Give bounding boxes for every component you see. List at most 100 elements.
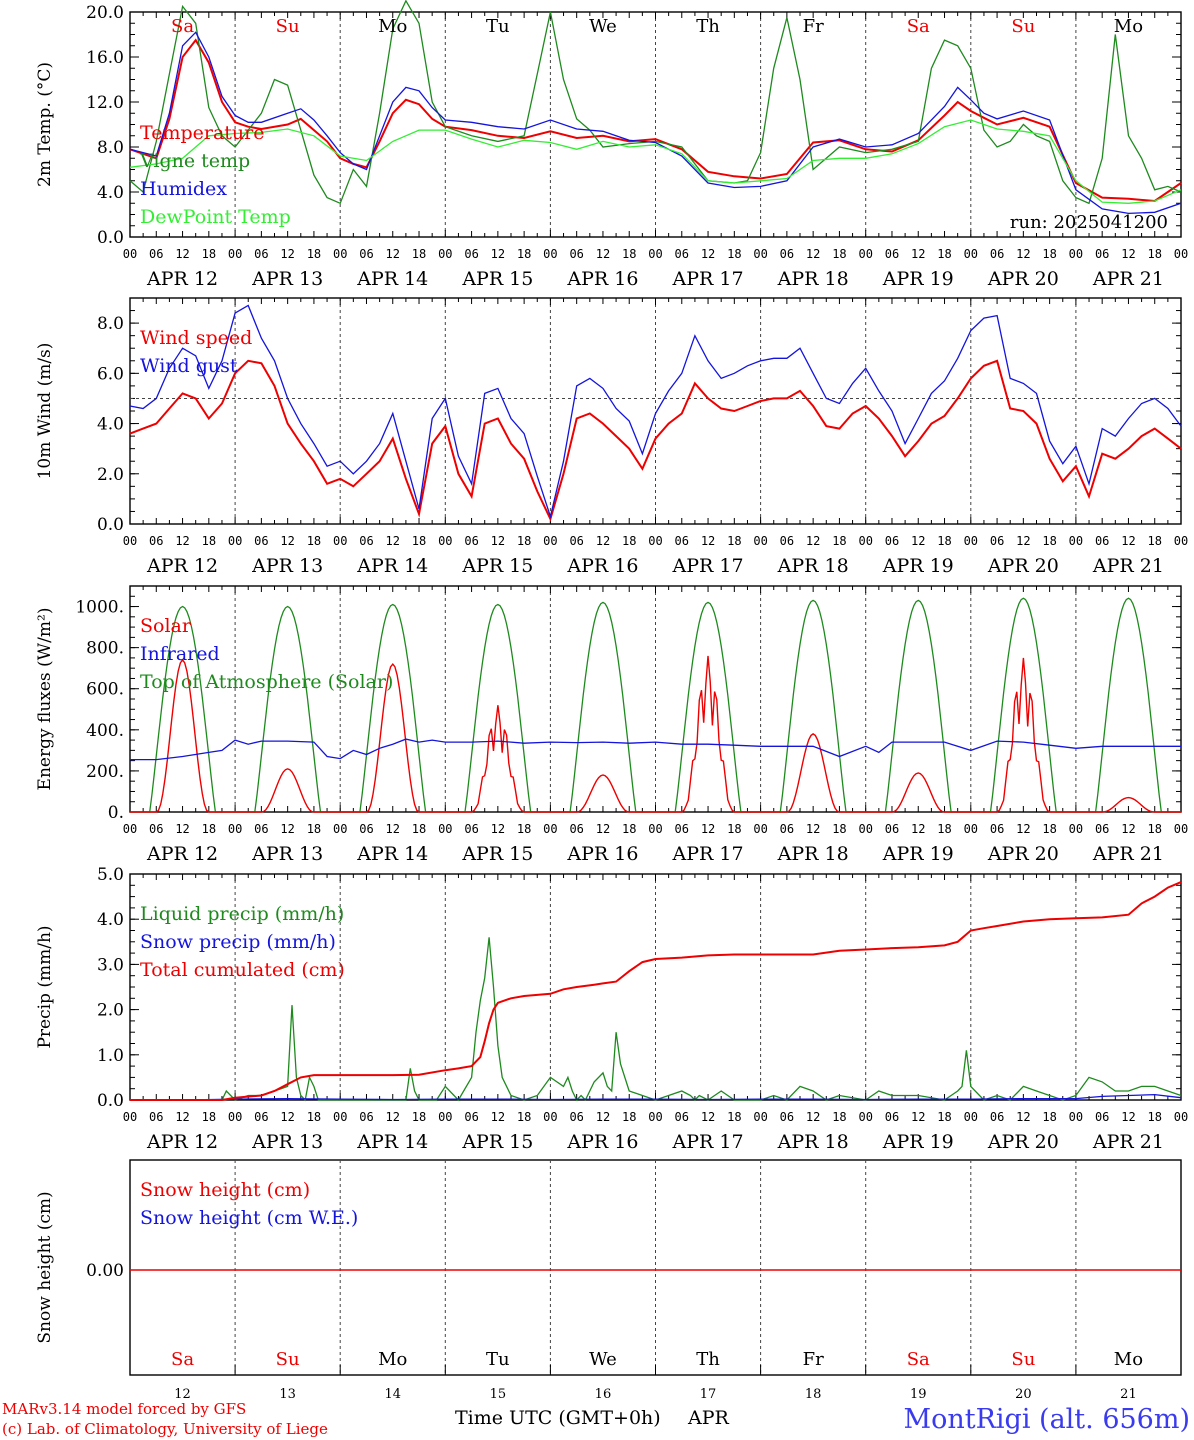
hour-tick-label: 18 [832, 534, 846, 548]
series-solar [130, 655, 1181, 813]
hour-tick-label: 06 [780, 247, 794, 261]
hour-tick-label: 12 [1016, 822, 1030, 836]
hour-tick-label: 00 [858, 822, 872, 836]
hour-tick-label: 18 [1147, 534, 1161, 548]
hour-tick-label: 06 [359, 247, 373, 261]
date-label: APR 15 [461, 843, 533, 865]
date-label: APR 19 [882, 555, 954, 577]
weekday-label: We [589, 16, 617, 37]
credit-line-1: MARv3.14 model forced by GFS [2, 1400, 246, 1418]
hour-tick-label: 00 [228, 247, 242, 261]
hour-tick-label: 00 [964, 1110, 978, 1124]
date-label: APR 14 [356, 268, 428, 290]
weekday-label: Sa [171, 1349, 194, 1370]
hour-tick-label: 06 [780, 822, 794, 836]
hour-tick-label: 18 [307, 822, 321, 836]
hour-tick-label: 18 [202, 534, 216, 548]
hour-tick-label: 00 [648, 822, 662, 836]
weekday-label: Sa [907, 16, 930, 37]
hour-tick-label: 00 [333, 1110, 347, 1124]
date-label: APR 13 [251, 843, 323, 865]
date-label: APR 18 [777, 1131, 849, 1153]
date-label: APR 19 [882, 268, 954, 290]
hour-tick-label: 06 [569, 1110, 583, 1124]
hour-tick-label: 06 [254, 247, 268, 261]
hour-tick-label: 06 [569, 822, 583, 836]
hour-tick-label: 18 [1147, 1110, 1161, 1124]
legend-entry: Solar [140, 615, 192, 637]
hour-tick-label: 18 [517, 822, 531, 836]
hour-tick-label: 18 [727, 1110, 741, 1124]
date-label: APR 20 [987, 268, 1059, 290]
weekday-label: Th [696, 16, 720, 37]
hour-tick-label: 00 [123, 1110, 137, 1124]
hour-tick-label: 06 [990, 1110, 1004, 1124]
hour-tick-label: 12 [1121, 534, 1135, 548]
date-label: APR 16 [566, 268, 638, 290]
hour-tick-label: 12 [175, 247, 189, 261]
hour-tick-label: 00 [1174, 1110, 1188, 1124]
day-number-label: 17 [700, 1387, 717, 1402]
hour-tick-label: 06 [359, 1110, 373, 1124]
hour-tick-label: 18 [622, 534, 636, 548]
hour-tick-label: 06 [464, 822, 478, 836]
hour-tick-label: 18 [307, 534, 321, 548]
day-number-label: 12 [174, 1387, 191, 1402]
hour-tick-label: 00 [964, 247, 978, 261]
hour-tick-label: 00 [228, 822, 242, 836]
hour-tick-label: 06 [149, 247, 163, 261]
date-label: APR 15 [461, 555, 533, 577]
y-tick-label: 4.0 [97, 415, 124, 435]
hour-tick-label: 12 [175, 1110, 189, 1124]
hour-tick-label: 18 [202, 822, 216, 836]
legend-entry: Temperature [140, 122, 264, 144]
day-number-label: 18 [805, 1387, 822, 1402]
hour-tick-label: 18 [832, 247, 846, 261]
date-label: APR 14 [356, 555, 428, 577]
hour-tick-label: 00 [543, 534, 557, 548]
hour-tick-label: 06 [675, 1110, 689, 1124]
weekday-label: Mo [1114, 1349, 1143, 1370]
hour-tick-label: 12 [806, 822, 820, 836]
series-humidex [129, 31, 1182, 215]
y-tick-label: 600. [86, 680, 124, 700]
hour-tick-label: 18 [727, 822, 741, 836]
series-dewpoint-temp [129, 119, 1182, 204]
hour-tick-label: 12 [1016, 534, 1030, 548]
hour-tick-label: 06 [1095, 1110, 1109, 1124]
hour-tick-label: 00 [753, 822, 767, 836]
hour-tick-label: 06 [149, 1110, 163, 1124]
y-axis-label: 2m Temp. (°C) [35, 62, 55, 187]
hour-tick-label: 18 [1147, 247, 1161, 261]
series-wind-speed [129, 359, 1182, 522]
hour-tick-label: 06 [359, 534, 373, 548]
date-label: APR 20 [987, 1131, 1059, 1153]
hour-tick-label: 12 [386, 534, 400, 548]
hour-tick-label: 18 [307, 247, 321, 261]
hour-tick-label: 06 [780, 534, 794, 548]
hour-tick-label: 12 [280, 1110, 294, 1124]
hour-tick-label: 06 [254, 1110, 268, 1124]
hour-tick-label: 18 [727, 534, 741, 548]
hour-tick-label: 06 [254, 534, 268, 548]
hour-tick-label: 12 [701, 822, 715, 836]
hour-tick-label: 06 [675, 534, 689, 548]
y-tick-label: 0.0 [97, 1091, 124, 1111]
hour-tick-label: 12 [386, 822, 400, 836]
hour-tick-label: 06 [780, 1110, 794, 1124]
date-label: APR 17 [672, 1131, 744, 1153]
hour-tick-label: 18 [412, 247, 426, 261]
hour-tick-label: 06 [359, 822, 373, 836]
date-label: APR 18 [777, 555, 849, 577]
hour-tick-label: 12 [911, 534, 925, 548]
hour-tick-label: 00 [1069, 822, 1083, 836]
date-label: APR 21 [1092, 268, 1164, 290]
hour-tick-label: 00 [1069, 247, 1083, 261]
weekday-label: Su [276, 16, 300, 37]
day-number-label: 19 [910, 1387, 927, 1402]
hour-tick-label: 18 [937, 1110, 951, 1124]
hour-tick-label: 18 [937, 247, 951, 261]
hour-tick-label: 06 [1095, 247, 1109, 261]
day-number-label: 16 [595, 1387, 612, 1402]
